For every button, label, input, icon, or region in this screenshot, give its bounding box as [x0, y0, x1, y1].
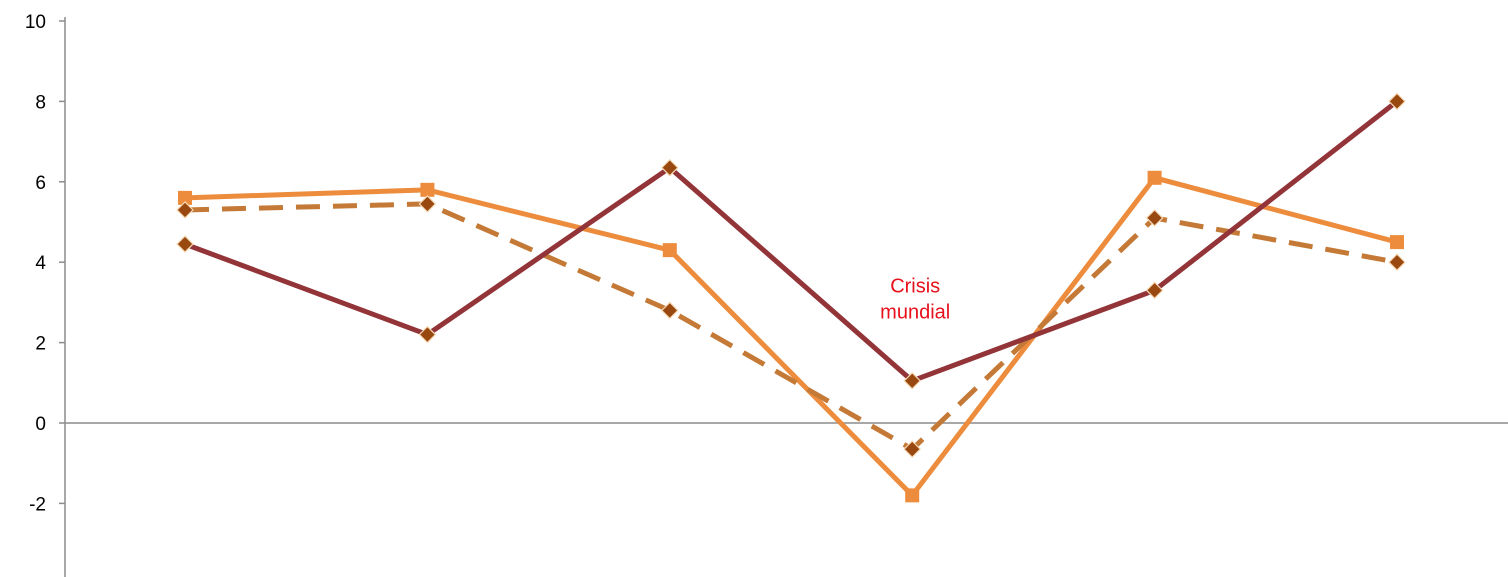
annotations: Crisis mundial [880, 275, 950, 323]
series-group [177, 93, 1405, 502]
y-tick-label: 8 [35, 92, 46, 113]
series-2-point [1389, 254, 1405, 270]
y-tick-label: 10 [25, 12, 46, 33]
series-1-point [420, 183, 434, 197]
series-1-point [663, 243, 677, 257]
annotation-crisis-mundial: Crisis mundial [880, 275, 950, 323]
y-tick-label: 6 [35, 173, 46, 194]
series-2-point [662, 302, 678, 318]
y-tick-label: 0 [35, 414, 46, 435]
y-tick-label: 4 [35, 253, 46, 274]
series-1-point [905, 488, 919, 502]
series-1 [178, 171, 1404, 503]
series-3 [177, 93, 1405, 388]
y-tick-label: 2 [35, 334, 46, 355]
series-2 [177, 196, 1405, 457]
series-2-point [419, 196, 435, 212]
y-tick-label: -2 [29, 494, 46, 515]
series-1-line [185, 178, 1397, 496]
series-3-point [177, 236, 193, 252]
series-1-point [1390, 235, 1404, 249]
series-3-line [185, 101, 1397, 380]
series-1-point [1148, 171, 1162, 185]
